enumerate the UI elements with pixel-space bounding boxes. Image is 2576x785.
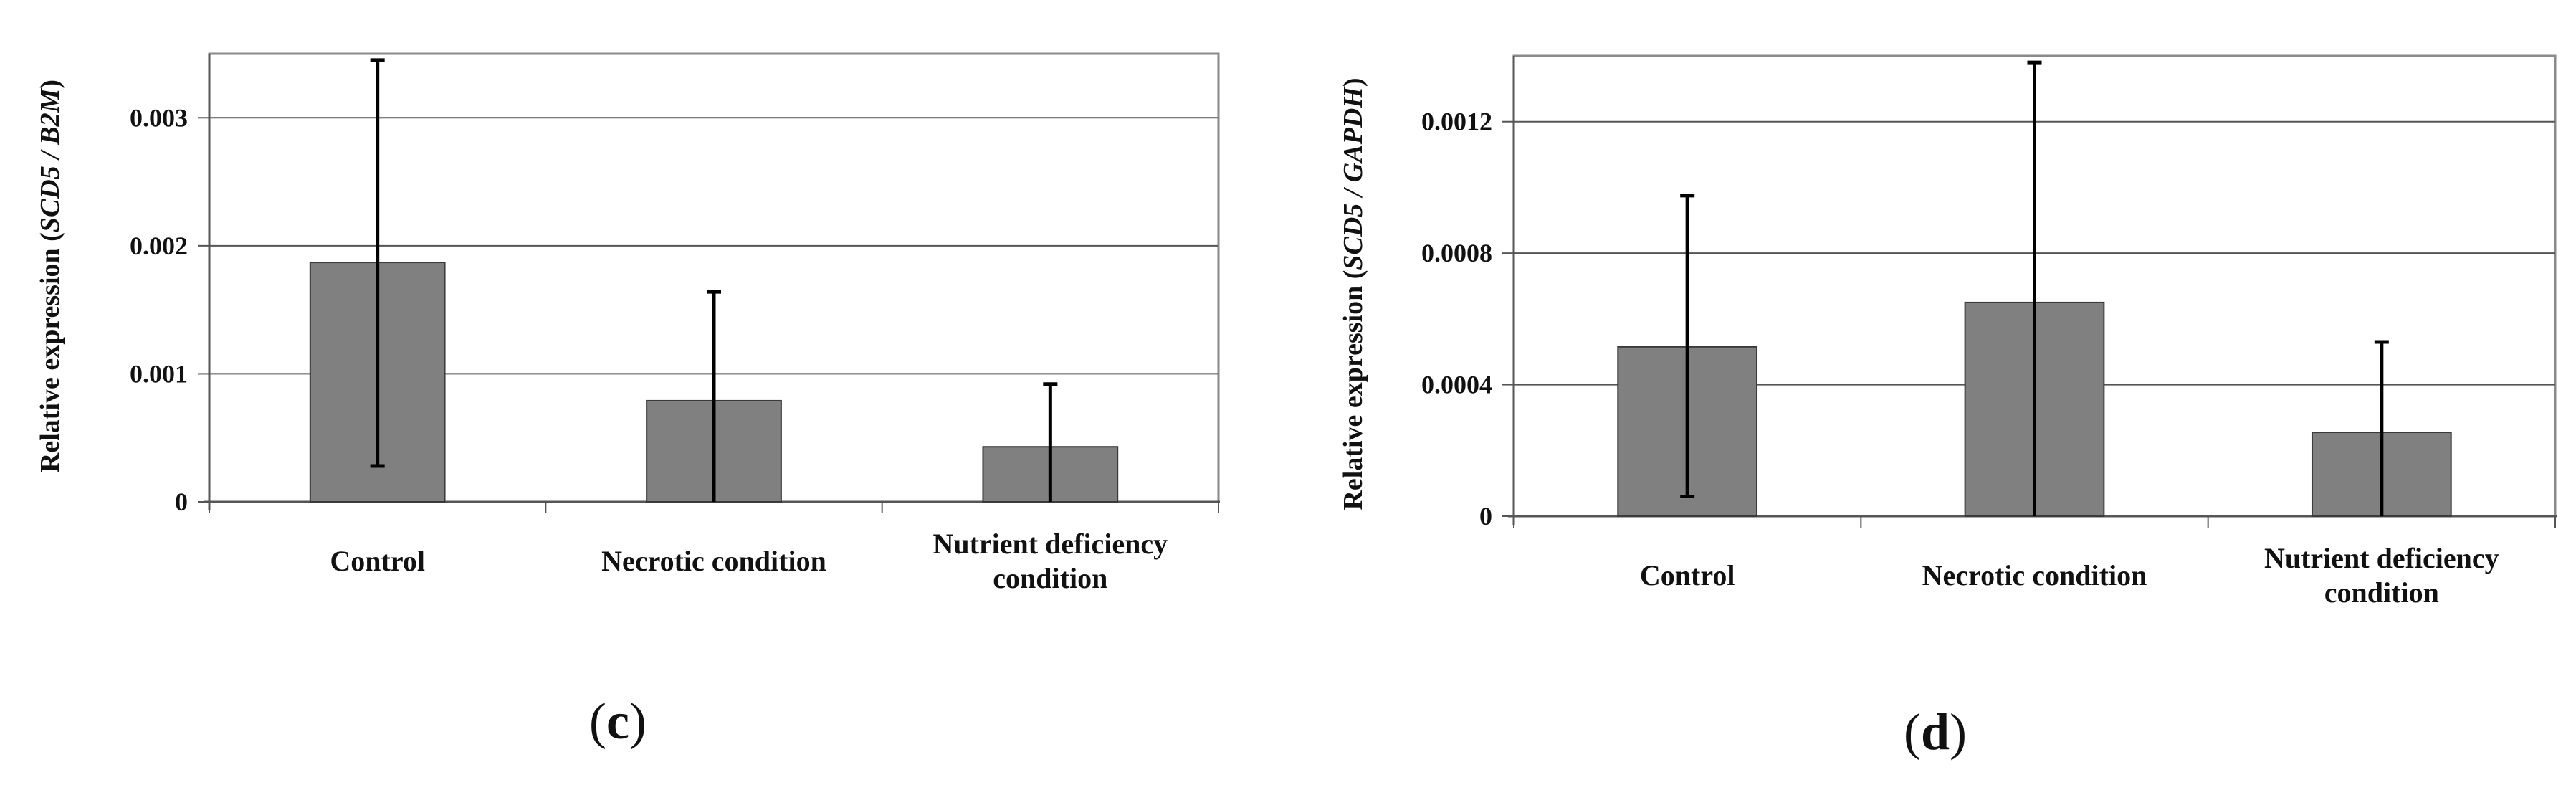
x-category-label: Nutrient deficiency condition (932, 528, 1168, 594)
y-axis-label-part: SCD5 / GAPDH (1338, 86, 1368, 270)
x-category-label: Necrotic condition (1922, 559, 2147, 591)
x-category-label-line: condition (2324, 576, 2439, 609)
y-tick-label: 0.0012 (1421, 108, 1492, 136)
x-category-label-line: Control (330, 545, 425, 577)
y-tick-label: 0.0008 (1421, 239, 1492, 267)
panel-label: (c) (589, 693, 647, 750)
panel-label-part: d (1921, 703, 1950, 761)
panel-label-part: c (606, 693, 629, 750)
y-tick-label: 0.001 (130, 359, 188, 388)
x-category-label: Necrotic condition (601, 545, 826, 577)
y-tick-label: 0.003 (130, 103, 188, 132)
y-tick-label: 0.002 (130, 232, 188, 260)
x-category-label: Nutrient deficiency condition (2264, 542, 2499, 609)
x-category-label: Control (1640, 559, 1735, 591)
x-category-label-line: condition (993, 562, 1107, 594)
x-category-label-line: Control (1640, 559, 1735, 591)
y-tick-label: 0 (175, 487, 188, 516)
y-axis-label: Relative expression (SCD5 / GAPDH) (1338, 77, 1368, 510)
chart-d: 0 0.0004 0.0008 0.0012 Control Necrotic condi… (1338, 54, 2557, 761)
x-category-label-line: Necrotic condition (601, 545, 826, 577)
panel-label-part: ) (1950, 703, 1967, 761)
y-axis-label: Relative expression (SCD5 / B2M) (35, 80, 65, 472)
x-category-label-line: Necrotic condition (1922, 559, 2147, 591)
y-axis-label-part: SCD5 / B2M (35, 87, 65, 232)
y-tick-label: 0 (1479, 502, 1492, 531)
panel-label: (d) (1904, 703, 1967, 761)
x-category-label-line: Nutrient deficiency (932, 528, 1168, 560)
x-category-label: Control (330, 545, 425, 577)
y-axis-label-part: ) (35, 80, 65, 89)
y-axis-label-part: Relative expression ( (35, 232, 65, 472)
panel-label-part: ( (589, 693, 606, 750)
y-tick-label: 0.0004 (1421, 371, 1492, 399)
panel-label-part: ) (629, 693, 647, 750)
chart-c: 0 0.001 0.002 0.003 Control Necrotic conditio… (35, 52, 1220, 750)
panel-label-part: ( (1904, 703, 1921, 761)
y-axis-label-part: Relative expression ( (1338, 270, 1368, 510)
y-axis-label-part: ) (1338, 77, 1368, 87)
x-category-label-line: Nutrient deficiency (2264, 542, 2499, 574)
